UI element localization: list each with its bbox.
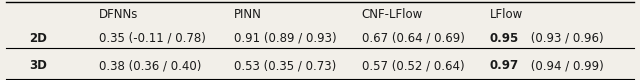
Text: 0.95: 0.95 xyxy=(490,32,519,45)
Text: 0.67 (0.64 / 0.69): 0.67 (0.64 / 0.69) xyxy=(362,32,465,45)
Text: 0.38 (0.36 / 0.40): 0.38 (0.36 / 0.40) xyxy=(99,59,202,72)
Text: 2D: 2D xyxy=(29,32,47,45)
Text: 3D: 3D xyxy=(29,59,47,72)
Text: DFNNs: DFNNs xyxy=(99,8,139,21)
Text: (0.94 / 0.99): (0.94 / 0.99) xyxy=(527,59,604,72)
Text: (0.93 / 0.96): (0.93 / 0.96) xyxy=(527,32,604,45)
Text: 0.91 (0.89 / 0.93): 0.91 (0.89 / 0.93) xyxy=(234,32,336,45)
Text: CNF-LFlow: CNF-LFlow xyxy=(362,8,423,21)
Text: PINN: PINN xyxy=(234,8,262,21)
Text: LFlow: LFlow xyxy=(490,8,523,21)
Text: 0.97: 0.97 xyxy=(490,59,519,72)
Text: 0.53 (0.35 / 0.73): 0.53 (0.35 / 0.73) xyxy=(234,59,336,72)
Text: 0.35 (-0.11 / 0.78): 0.35 (-0.11 / 0.78) xyxy=(99,32,206,45)
Text: 0.57 (0.52 / 0.64): 0.57 (0.52 / 0.64) xyxy=(362,59,464,72)
